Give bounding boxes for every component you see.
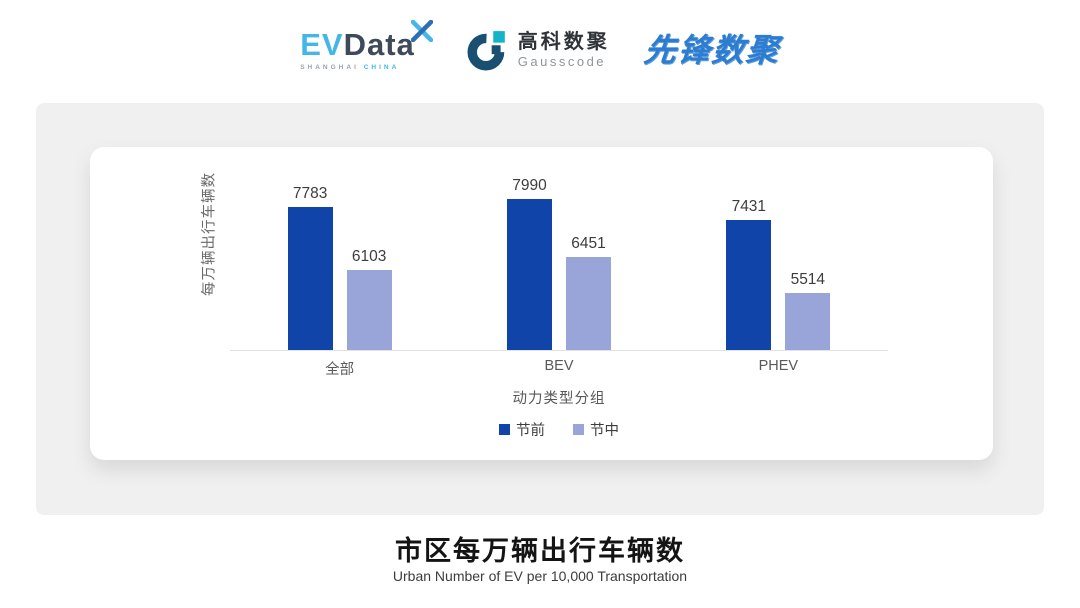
chart-panel: 每万辆出行车辆数 7783 6103 7990 6451 7431 5514 全部 BEV P… (36, 103, 1044, 515)
category-label: 全部 (325, 362, 355, 378)
legend-label: 节中 (590, 423, 619, 439)
y-axis-label: 每万辆出行车辆数 (201, 172, 218, 296)
evdata-tagline-left: SHANGHAI (300, 64, 359, 71)
bar (287, 207, 333, 350)
evdata-ev-text: EV (300, 27, 344, 62)
bar-group: 7990 6451 (449, 169, 668, 350)
bar (346, 270, 392, 350)
bar-wrap: 7990 (506, 177, 552, 350)
evdata-data-text: Data (343, 27, 415, 62)
legend-label: 节前 (516, 423, 545, 439)
evdata-tagline: SHANGHAI CHINA (300, 64, 415, 71)
category-label: PHEV (758, 358, 799, 374)
logo-header: EVData SHANGHAI CHINA 高科数聚 Gausscode (0, 16, 1080, 84)
bar-wrap: 6451 (565, 235, 611, 350)
bar (726, 220, 772, 350)
bar (506, 199, 552, 350)
chart-card: 每万辆出行车辆数 7783 6103 7990 6451 7431 5514 全部 BEV P… (90, 147, 993, 460)
plot-area: 7783 6103 7990 6451 7431 5514 (230, 169, 888, 351)
bar-value-label: 6103 (351, 248, 387, 265)
bar-group: 7783 6103 (230, 169, 449, 350)
bar-value-label: 7783 (292, 185, 328, 202)
legend-swatch-icon (499, 424, 510, 435)
x-axis-categories: 全部 BEV PHEV (230, 358, 888, 379)
bar-wrap: 6103 (346, 248, 392, 350)
bar-value-label: 7431 (731, 198, 767, 215)
bar (565, 257, 611, 350)
legend-item: 节前 (499, 419, 545, 440)
chart-title: 市区每万辆出行车辆数 (395, 536, 685, 566)
gausscode-logo: 高科数聚 Gausscode (467, 29, 610, 71)
bar-value-label: 5514 (790, 271, 826, 288)
evdata-wordmark: EVData (300, 20, 433, 62)
x-axis-label: 动力类型分组 (512, 391, 606, 407)
category-label: BEV (544, 358, 574, 374)
pioneer-logo: 先锋数聚 (641, 32, 782, 68)
evdata-tagline-right: CHINA (363, 64, 400, 71)
legend: 节前 节中 (230, 419, 888, 440)
bar-group: 7431 5514 (669, 169, 888, 350)
bar-wrap: 5514 (785, 271, 831, 350)
bar-value-label: 7990 (512, 177, 547, 194)
chart-subtitle: Urban Number of EV per 10,000 Transporta… (392, 568, 688, 584)
bar (785, 293, 831, 350)
evdata-logo: EVData SHANGHAI CHINA (300, 20, 433, 71)
bar-wrap: 7431 (726, 198, 772, 350)
gausscode-text: 高科数聚 Gausscode (518, 31, 610, 69)
legend-item: 节中 (573, 419, 619, 440)
gausscode-name-cn: 高科数聚 (517, 31, 610, 53)
gausscode-name-en: Gausscode (517, 54, 607, 69)
evdata-star-icon (410, 20, 433, 42)
legend-swatch-icon (573, 424, 584, 435)
bar-wrap: 7783 (287, 185, 333, 350)
bar-value-label: 6451 (571, 235, 606, 252)
gausscode-icon (467, 31, 505, 71)
